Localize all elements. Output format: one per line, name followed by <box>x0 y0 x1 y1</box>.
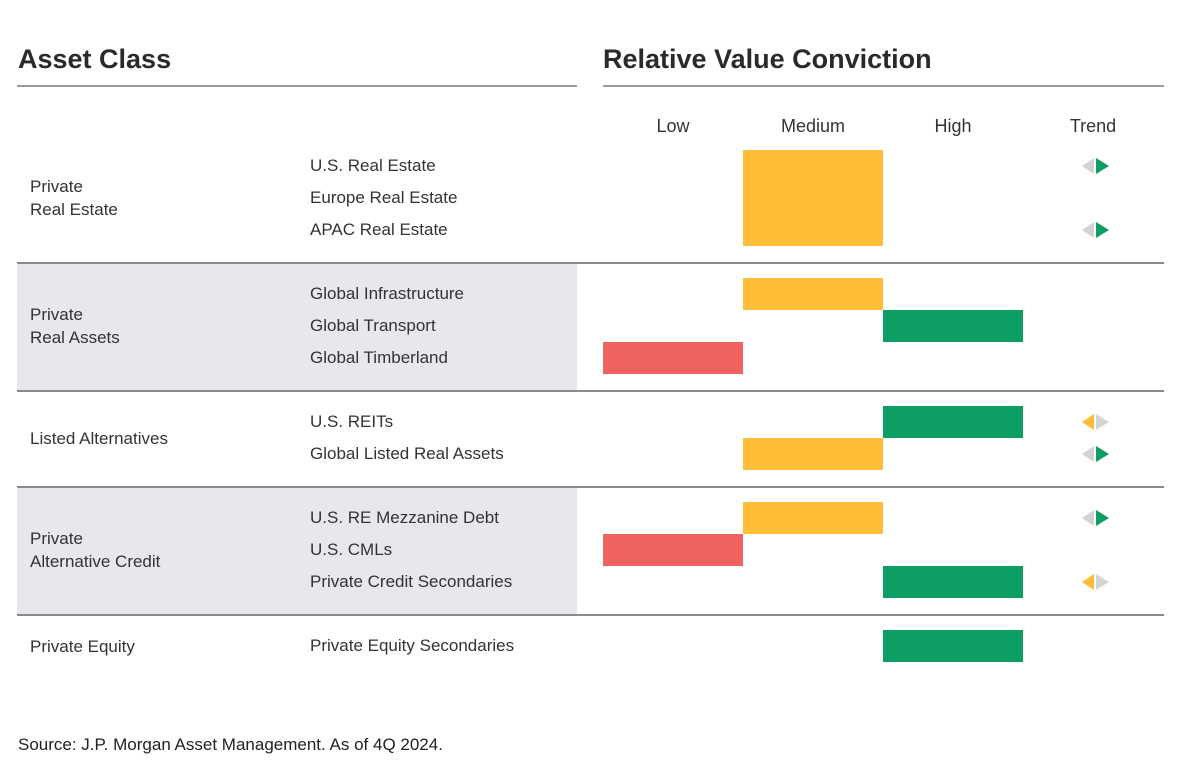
trend-up-icon <box>1082 510 1109 526</box>
asset-label: U.S. REITs <box>310 412 394 431</box>
trend-left-triangle <box>1082 510 1094 526</box>
trend-right-triangle <box>1096 574 1109 590</box>
conviction-bar <box>883 630 1023 662</box>
conviction-bar <box>883 310 1023 342</box>
group-label-line: Listed Alternatives <box>30 429 168 448</box>
trend-down-icon <box>1082 414 1109 430</box>
asset-label: Global Timberland <box>310 348 448 367</box>
trend-up-icon <box>1082 222 1109 238</box>
trend-up-icon <box>1082 158 1109 174</box>
asset-label: APAC Real Estate <box>310 220 448 239</box>
group-label-line: Private <box>30 529 83 548</box>
row-divider <box>17 486 1164 488</box>
group-label: Private Equity <box>30 635 135 658</box>
group-label-line: Real Estate <box>30 200 118 219</box>
group-band <box>17 263 577 390</box>
trend-left-triangle <box>1082 574 1094 590</box>
conviction-bar <box>743 502 883 534</box>
conviction-bar <box>743 278 883 310</box>
trend-left-triangle <box>1082 446 1094 462</box>
trend-left-triangle <box>1082 158 1094 174</box>
asset-label: U.S. CMLs <box>310 540 393 559</box>
column-high: High <box>934 116 972 136</box>
column-low: Low <box>656 116 690 136</box>
asset-label: Global Listed Real Assets <box>310 444 504 463</box>
asset-label: Private Equity Secondaries <box>310 636 515 655</box>
trend-right-triangle <box>1096 158 1109 174</box>
trend-left-triangle <box>1082 414 1094 430</box>
group-label: Listed Alternatives <box>30 427 168 450</box>
row-divider <box>17 390 1164 392</box>
asset-class-header: Asset Class <box>18 44 172 74</box>
trend-left-triangle <box>1082 222 1094 238</box>
column-trend: Trend <box>1069 116 1117 136</box>
group-label-line: Private Equity <box>30 637 135 656</box>
group-label: Private Real Assets <box>30 303 120 349</box>
asset-label: Private Credit Secondaries <box>310 572 513 591</box>
group-band <box>17 487 577 614</box>
row-divider <box>17 614 1164 616</box>
trend-right-triangle <box>1096 510 1109 526</box>
conviction-bar <box>743 438 883 470</box>
conviction-bar <box>743 150 883 246</box>
group-label-line: Alternative Credit <box>30 552 161 571</box>
conviction-header: Relative Value Conviction <box>603 44 932 74</box>
row-divider <box>17 262 1164 264</box>
group-label: Private Alternative Credit <box>30 527 160 573</box>
trend-down-icon <box>1082 574 1109 590</box>
trend-right-triangle <box>1096 222 1109 238</box>
column-medium: Medium <box>780 116 846 136</box>
group-label-line: Private <box>30 305 83 324</box>
group-label-line: Private <box>30 177 83 196</box>
conviction-bar <box>603 534 743 566</box>
source-note: Source: J.P. Morgan Asset Management. As… <box>18 735 443 754</box>
asset-label: U.S. Real Estate <box>310 156 436 175</box>
group-label-line: Real Assets <box>30 328 120 347</box>
group-label: Private Real Estate <box>30 175 118 221</box>
asset-label: Europe Real Estate <box>310 188 458 207</box>
trend-up-icon <box>1082 446 1109 462</box>
asset-label: Global Transport <box>310 316 436 335</box>
trend-right-triangle <box>1096 414 1109 430</box>
asset-label: Global Infrastructure <box>310 284 465 303</box>
header-rule-left <box>17 85 577 87</box>
conviction-bar <box>883 566 1023 598</box>
conviction-bar <box>883 406 1023 438</box>
conviction-bar <box>603 342 743 374</box>
asset-label: U.S. RE Mezzanine Debt <box>310 508 499 527</box>
trend-right-triangle <box>1096 446 1109 462</box>
header-rule-right <box>603 85 1164 87</box>
